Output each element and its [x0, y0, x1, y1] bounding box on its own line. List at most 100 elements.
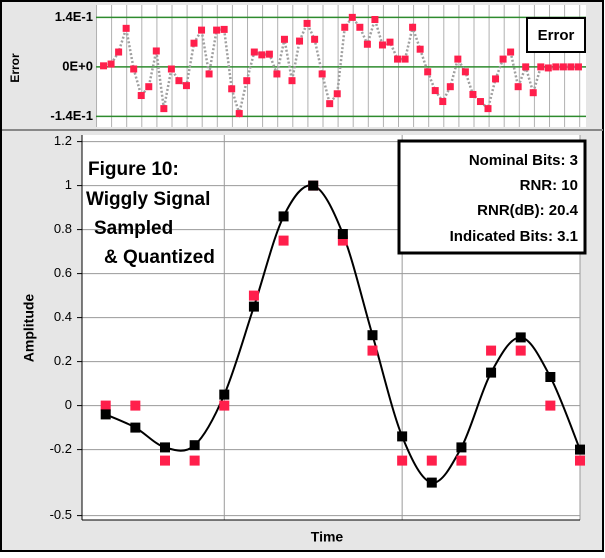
error-point: [424, 68, 432, 76]
data-point: [575, 444, 585, 455]
data-point: [515, 345, 526, 356]
stat-text: Nominal Bits: 3: [469, 152, 578, 169]
data-point: [337, 229, 348, 239]
error-point: [280, 35, 288, 43]
data-point: [189, 440, 200, 451]
error-point: [333, 90, 341, 98]
error-point: [371, 15, 379, 23]
error-chart: 1.4E-1 0E+0 -1.4E-1: [50, 9, 586, 123]
error-point: [198, 26, 206, 34]
error-point: [378, 41, 386, 49]
error-point: [492, 75, 500, 83]
error-point: [348, 13, 356, 21]
data-point: [397, 431, 408, 442]
error-point: [559, 63, 567, 71]
data-point: [575, 455, 585, 466]
data-point: [456, 442, 467, 453]
annotation: Wiggly Signal: [86, 189, 210, 210]
error-point: [258, 51, 266, 59]
y-tick-label: 1.4E-1: [55, 9, 93, 24]
error-point: [190, 39, 198, 47]
stats-box: [397, 139, 587, 255]
error-point: [409, 23, 417, 31]
error-point: [326, 100, 334, 108]
y-tick-label: -1.4E-1: [50, 108, 93, 123]
error-point: [529, 89, 537, 97]
y-tick-label: -0.5: [50, 507, 72, 522]
data-point: [486, 367, 497, 378]
error-point: [476, 98, 484, 106]
error-point: [363, 40, 371, 48]
error-point: [107, 60, 115, 68]
error-point: [250, 48, 258, 56]
annotation: Sampled: [94, 218, 173, 239]
y-tick-label: 0.8: [54, 221, 72, 236]
error-point: [235, 110, 243, 118]
y-tick-label: -0.2: [50, 441, 72, 456]
data-point: [426, 455, 437, 466]
error-point: [341, 23, 349, 31]
error-point: [137, 92, 145, 100]
error-point: [296, 37, 304, 45]
data-point: [337, 235, 348, 246]
data-point: [189, 455, 200, 466]
error-point: [167, 65, 175, 73]
data-point: [130, 422, 141, 433]
error-point: [537, 63, 545, 71]
error-point: [461, 68, 469, 76]
error-point: [265, 50, 273, 58]
data-point: [515, 332, 526, 343]
annotation: & Quantized: [104, 247, 215, 268]
y-tick-label: 0.6: [54, 265, 72, 280]
error-point: [567, 63, 575, 71]
error-point: [288, 77, 296, 85]
error-point: [386, 38, 394, 46]
y-tick-label: 1.2: [54, 133, 72, 148]
y-tick-label: 0.4: [54, 309, 72, 324]
error-point: [507, 48, 515, 56]
data-point: [160, 442, 170, 453]
legend-box: [526, 17, 586, 53]
error-point: [394, 55, 402, 63]
data-point: [248, 301, 259, 312]
error-line: [103, 15, 579, 119]
stat-text: RNR: 10: [520, 177, 578, 194]
data-point: [456, 455, 467, 466]
error-point: [122, 24, 130, 32]
data-point: [367, 345, 378, 356]
data-point: [308, 180, 319, 191]
error-point: [544, 64, 552, 72]
error-point: [522, 63, 530, 71]
data-point: [426, 477, 437, 488]
data-point: [219, 389, 230, 400]
error-point: [484, 105, 492, 113]
data-point: [100, 400, 111, 411]
error-point: [446, 83, 454, 91]
error-point: [273, 70, 281, 78]
error-point: [318, 70, 326, 78]
data-point: [100, 409, 111, 420]
error-point: [469, 90, 477, 98]
error-point: [205, 70, 213, 78]
error-point: [401, 55, 409, 63]
error-point: [416, 45, 424, 53]
y-tick-label: 0.2: [54, 353, 72, 368]
error-point: [303, 19, 311, 27]
error-point: [145, 83, 153, 91]
data-point: [545, 372, 556, 382]
y-tick-label: 1: [65, 177, 72, 192]
error-point: [439, 98, 447, 106]
error-point: [499, 55, 507, 63]
data-point: [486, 345, 497, 356]
stat-text: Indicated Bits: 3.1: [450, 228, 578, 245]
error-point: [175, 77, 183, 85]
top-vgrid: [96, 5, 586, 127]
error-point: [356, 23, 364, 31]
error-point: [311, 35, 319, 43]
error-point: [213, 26, 221, 34]
data-point: [278, 211, 289, 222]
stat-text: RNR(dB): 20.4: [477, 202, 578, 219]
data-point: [367, 330, 378, 341]
